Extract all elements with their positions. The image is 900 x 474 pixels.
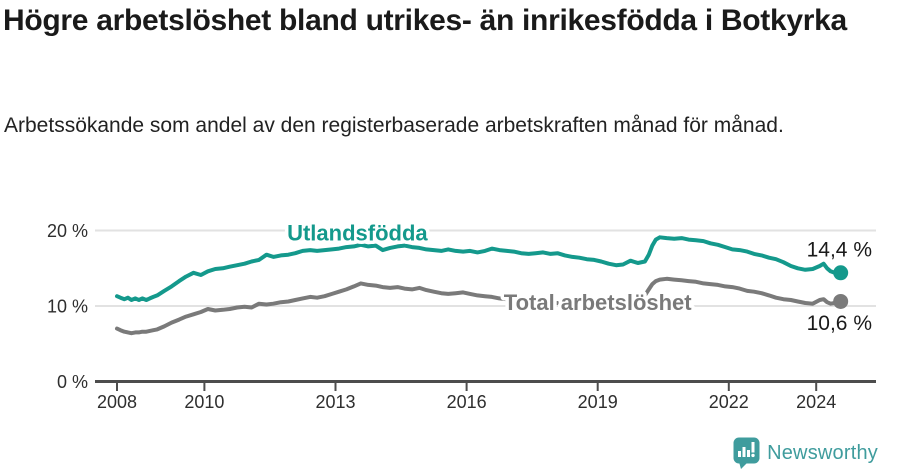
newsworthy-logo-icon (733, 437, 760, 469)
y-tick-label: 20 % (47, 221, 88, 241)
logo-exclamation-bar (751, 442, 755, 453)
series-line-total (115, 276, 843, 336)
end-dot-total (833, 293, 849, 309)
x-tick-label: 2024 (796, 392, 836, 412)
x-tick-label: 2016 (447, 392, 487, 412)
end-dot-utlandsfodda (833, 265, 849, 281)
series-label-total: Total arbetslöshet (504, 290, 693, 315)
x-tick-label: 2013 (315, 392, 355, 412)
end-value-label-utlandsfodda: 14,4 % (807, 238, 872, 261)
brand-name: Newsworthy (767, 441, 878, 464)
x-tick-label: 2019 (578, 392, 618, 412)
y-tick-label: 0 % (57, 372, 88, 392)
logo-bar-2 (742, 447, 746, 457)
brand-footer: Newsworthy (733, 436, 878, 470)
page-subtitle: Arbetssökande som andel av den registerb… (4, 114, 784, 137)
logo-bar-3 (747, 450, 751, 457)
x-tick-label: 2010 (184, 392, 224, 412)
logo-bar-1 (738, 451, 742, 457)
page-title: Högre arbetslöshet bland utrikes- än inr… (3, 4, 847, 37)
x-tick-label: 2022 (709, 392, 749, 412)
series-line-utlandsfodda (115, 235, 843, 302)
series-label-utlandsfodda: Utlandsfödda (287, 220, 428, 245)
x-tick-label: 2008 (97, 392, 137, 412)
end-value-label-total: 10,6 % (807, 312, 872, 335)
y-tick-label: 10 % (47, 297, 88, 317)
logo-exclamation-dot (751, 453, 755, 458)
